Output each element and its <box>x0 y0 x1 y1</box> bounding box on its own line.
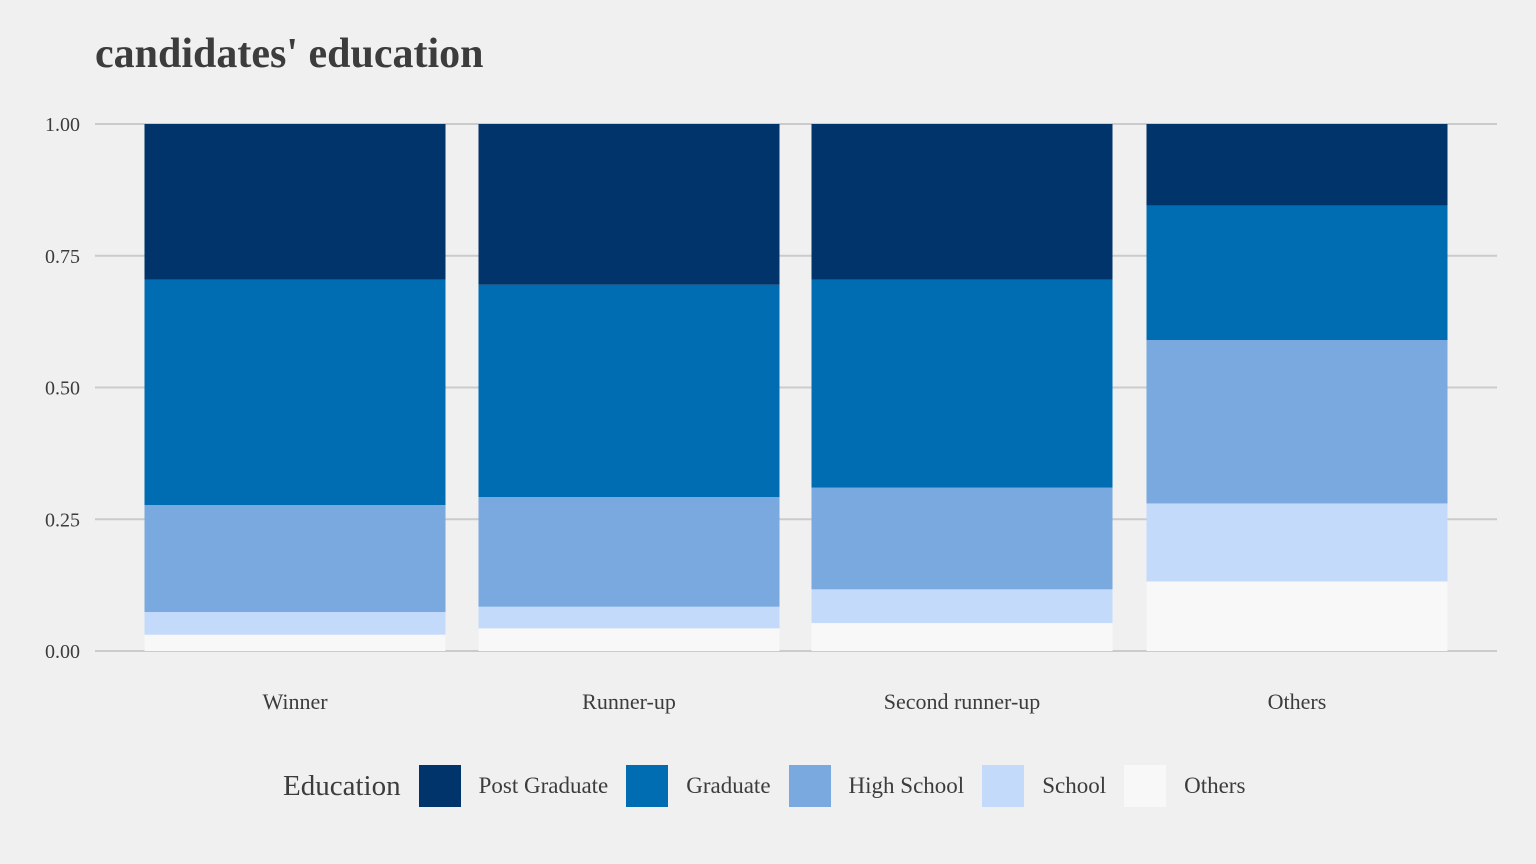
legend: Education Post Graduate Graduate High Scho… <box>283 764 1263 808</box>
bar-segment-post-graduate <box>144 124 446 280</box>
bar-segment-school <box>811 589 1113 624</box>
bar-segment-graduate <box>478 284 780 498</box>
bar-segment-graduate <box>811 279 1113 488</box>
y-tick-label: 0.50 <box>45 378 80 400</box>
x-tick-label: Runner-up <box>582 689 676 714</box>
legend-label: Graduate <box>686 773 771 798</box>
bar-segment-high-school <box>478 497 780 607</box>
bar-segment-school <box>144 612 446 635</box>
bar-segment-school <box>1146 503 1448 582</box>
y-tick-label: 0.00 <box>45 641 80 663</box>
chart-title: candidates' education <box>95 31 484 77</box>
x-axis-labels: Winner Runner-up Second runner-up Others <box>262 689 1326 714</box>
bar-segment-high-school <box>144 505 446 613</box>
bar-segment-post-graduate <box>1146 124 1448 206</box>
x-tick-label: Second runner-up <box>884 689 1041 714</box>
bars <box>144 124 1448 651</box>
bar-segment-graduate <box>144 279 446 506</box>
bar-segment-post-graduate <box>478 124 780 285</box>
legend-title: Education <box>283 769 401 802</box>
x-tick-label: Winner <box>262 689 328 714</box>
legend-item: Graduate <box>626 765 771 807</box>
legend-swatch <box>788 765 831 807</box>
y-tick-label: 1.00 <box>45 114 80 136</box>
bar-segment-others <box>811 623 1113 651</box>
y-tick-label: 0.25 <box>45 509 80 531</box>
bar-segment-others <box>478 628 780 651</box>
bar-segment-others <box>1146 581 1448 651</box>
x-tick-label: Others <box>1268 689 1327 714</box>
bar-segment-others <box>144 634 446 651</box>
legend-swatch <box>1124 765 1167 807</box>
bar-segment-post-graduate <box>811 124 1113 280</box>
y-tick-label: 0.75 <box>45 246 80 268</box>
legend-label: School <box>1042 773 1107 798</box>
legend-label: Post Graduate <box>478 773 609 798</box>
legend-item: High School <box>788 765 965 807</box>
legend-item: School <box>982 765 1106 807</box>
legend-swatch <box>626 765 669 807</box>
y-axis-ticks: 0.00 0.25 0.50 0.75 1.00 <box>45 114 80 663</box>
legend-item: Others <box>1124 765 1245 807</box>
bar-segment-high-school <box>811 487 1113 590</box>
legend-label: High School <box>848 773 965 798</box>
bar-segment-school <box>478 606 780 629</box>
bar-segment-graduate <box>1146 205 1448 341</box>
legend-swatch <box>982 765 1025 807</box>
bar-segment-high-school <box>1146 340 1448 504</box>
legend-swatch <box>418 765 461 807</box>
legend-item: Post Graduate <box>418 765 609 807</box>
legend-label: Others <box>1184 773 1246 798</box>
